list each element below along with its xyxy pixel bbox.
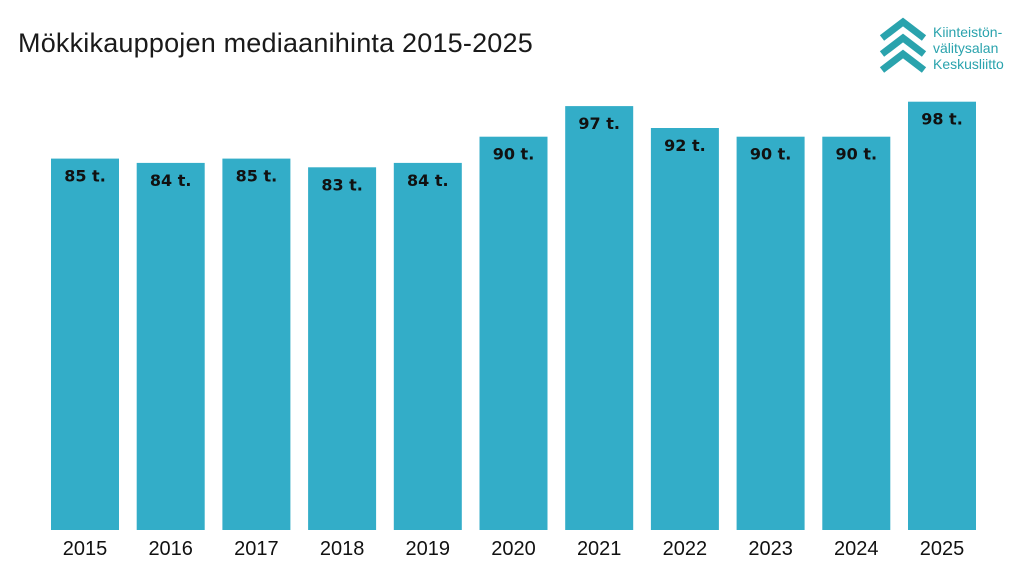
logo-text-line-3: Keskusliitto (933, 56, 1004, 72)
data-label-2025: 98 t. (921, 110, 963, 129)
x-tick-label-2019: 2019 (406, 538, 451, 560)
logo-text-line-2: välitysalan (933, 40, 999, 56)
chevron-logo-icon (879, 17, 927, 73)
logo-text: Kiinteistön- välitysalan Keskusliitto (933, 24, 1004, 72)
bar-2021 (565, 106, 634, 530)
x-tick-label-2025: 2025 (920, 538, 965, 560)
data-label-2024: 90 t. (836, 145, 878, 164)
data-label-2019: 84 t. (407, 171, 449, 190)
bar-2017 (222, 158, 291, 530)
x-tick-label-2015: 2015 (63, 538, 108, 560)
chart-title: Mökkikauppojen mediaanihinta 2015-2025 (18, 28, 533, 58)
bar-2016 (136, 162, 205, 530)
data-label-2016: 84 t. (150, 171, 192, 190)
data-label-2023: 90 t. (750, 145, 792, 164)
bar-2025 (908, 101, 976, 530)
x-tick-label-2021: 2021 (577, 538, 622, 560)
logo: Kiinteistön- välitysalan Keskusliitto (878, 16, 1018, 78)
bar-2024 (822, 136, 891, 530)
x-tick-label-2023: 2023 (748, 538, 793, 560)
logo-text-line-1: Kiinteistön- (933, 24, 1003, 40)
data-label-2022: 92 t. (664, 136, 706, 155)
x-tick-label-2016: 2016 (148, 538, 193, 560)
data-label-2015: 85 t. (64, 167, 106, 186)
data-label-2020: 90 t. (493, 145, 535, 164)
x-tick-label-2018: 2018 (320, 538, 365, 560)
bar-2023 (736, 136, 805, 530)
data-label-2017: 85 t. (236, 167, 278, 186)
x-tick-label-2017: 2017 (234, 538, 279, 560)
data-label-2018: 83 t. (321, 175, 363, 194)
x-tick-label-2020: 2020 (491, 538, 536, 560)
data-label-2021: 97 t. (578, 114, 620, 133)
bar-2019 (393, 162, 462, 530)
x-tick-label-2024: 2024 (834, 538, 879, 560)
bar-2022 (650, 128, 719, 530)
bar-2020 (479, 136, 548, 530)
bar-2018 (308, 167, 377, 531)
x-tick-label-2022: 2022 (663, 538, 708, 560)
bar-2015 (51, 158, 119, 530)
